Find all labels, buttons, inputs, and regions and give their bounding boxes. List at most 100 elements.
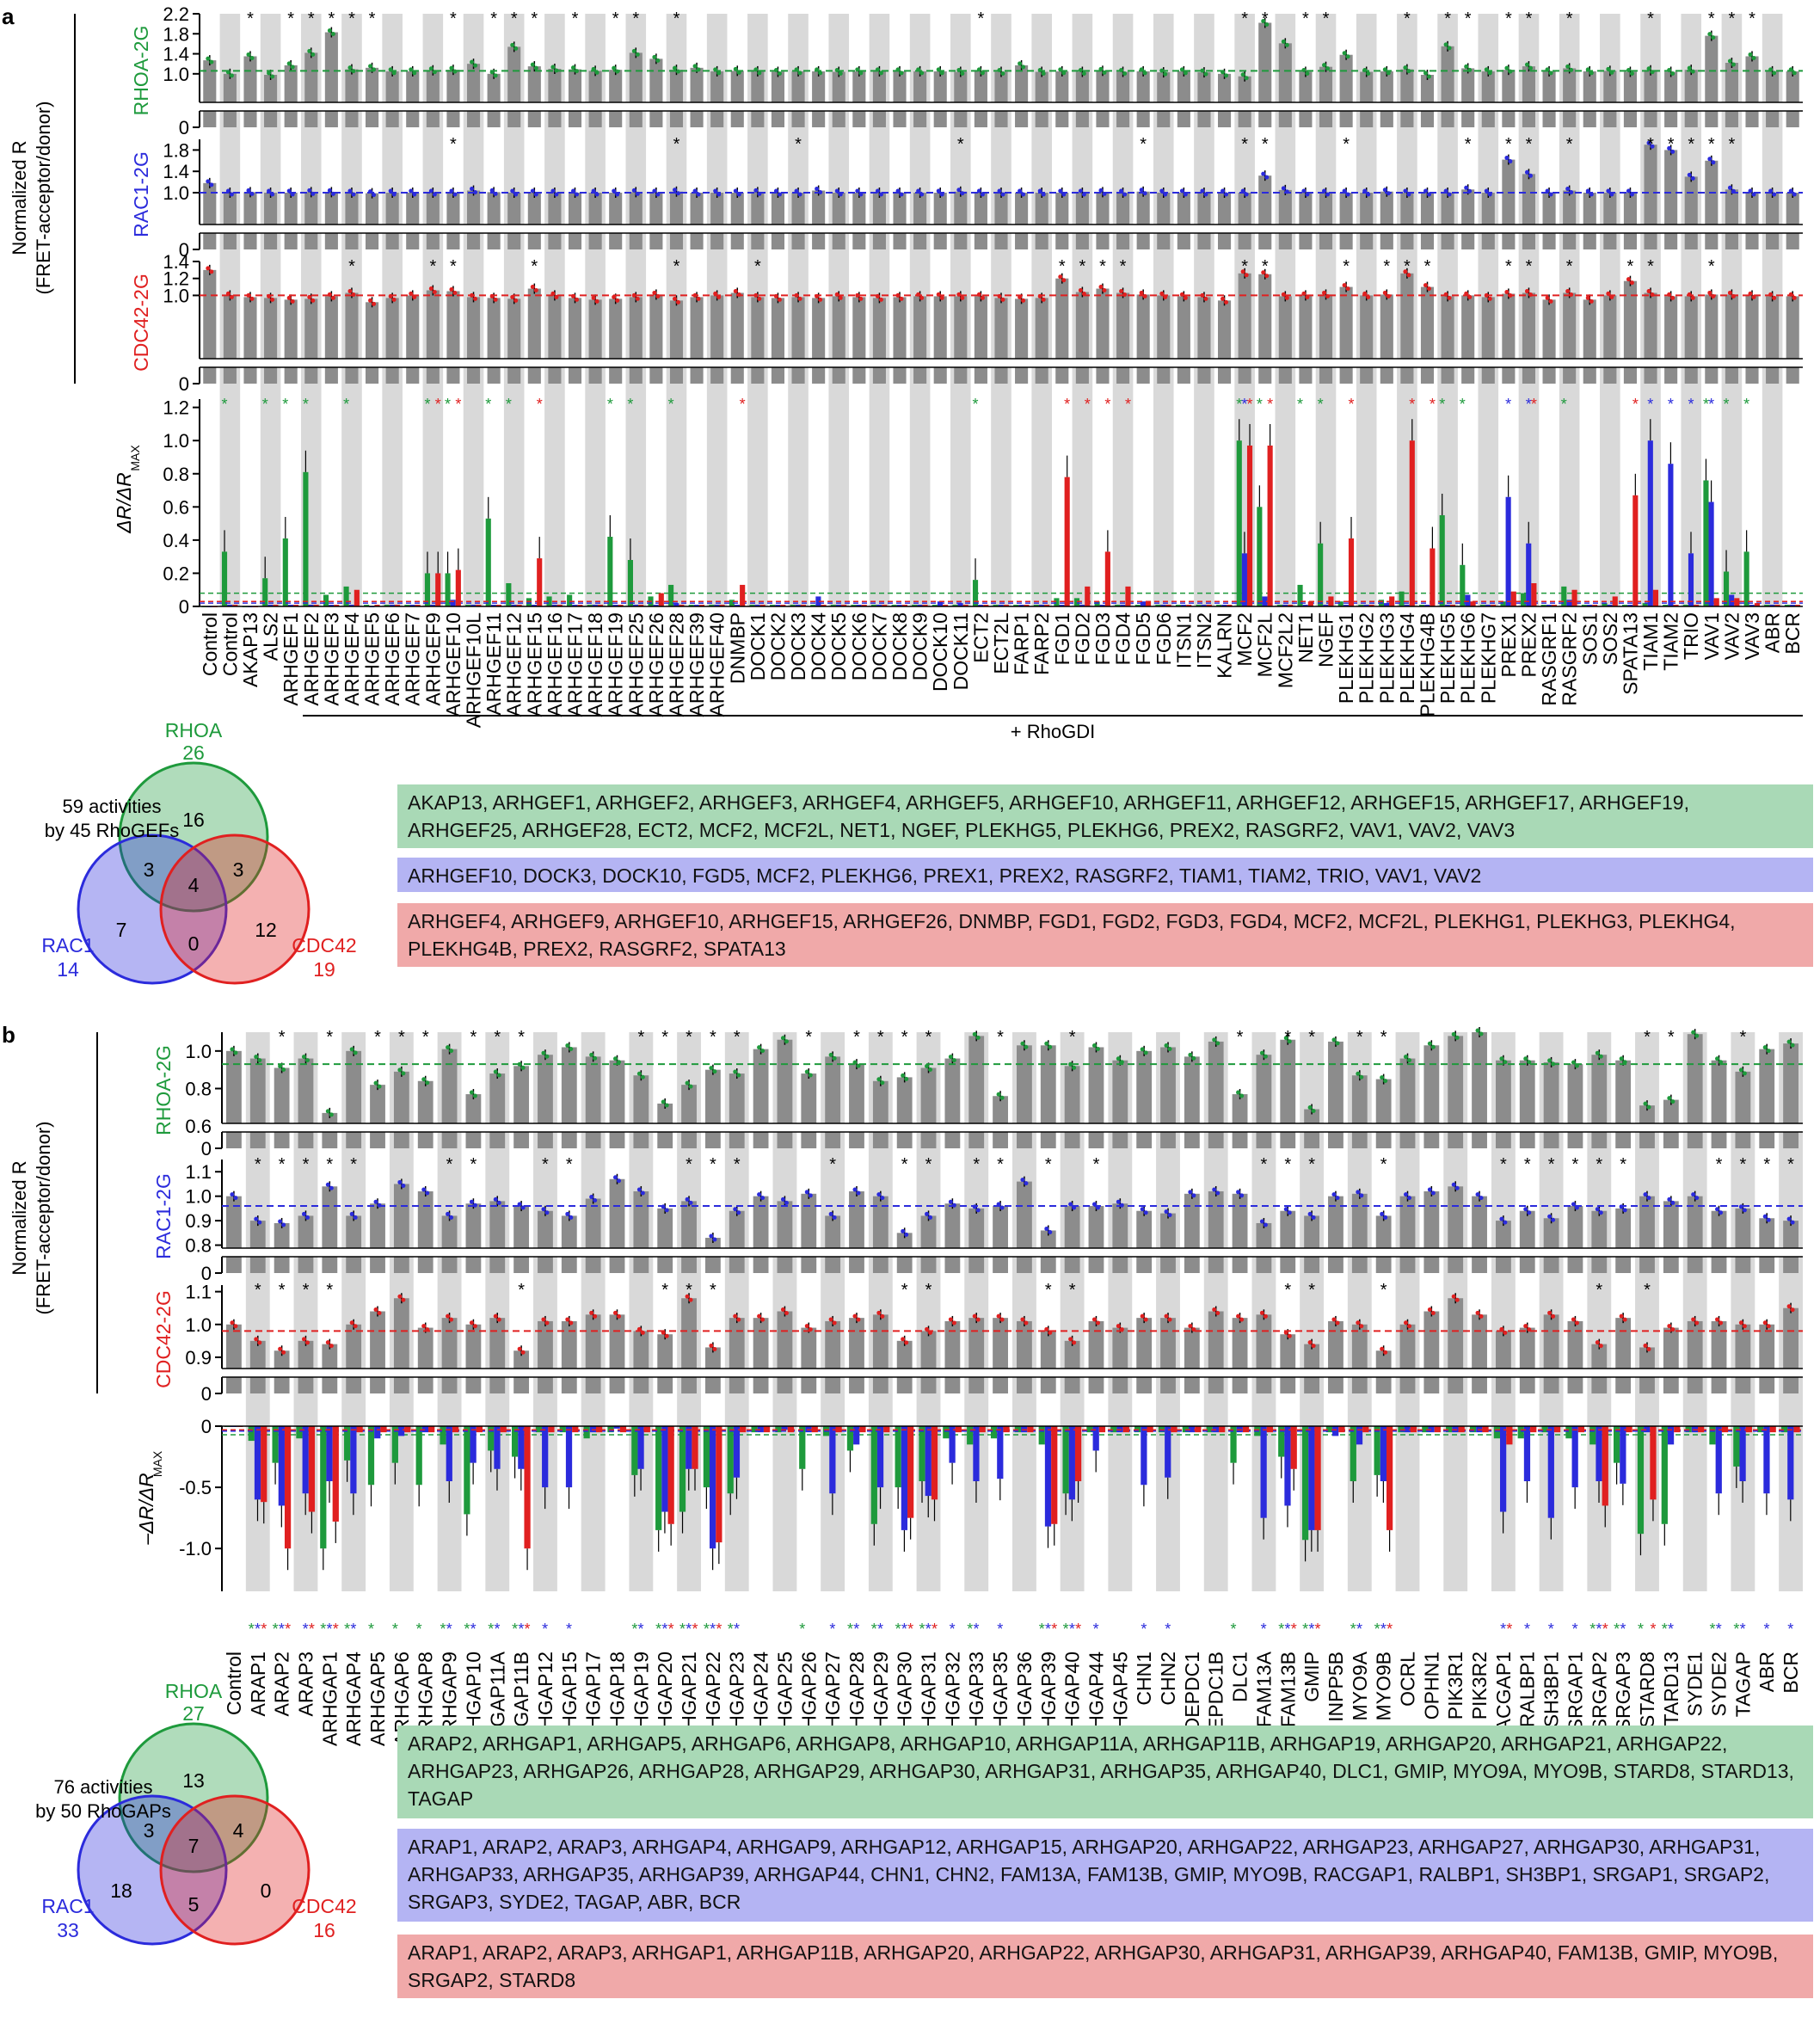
delta-star-green: * — [262, 396, 268, 413]
data-point — [1464, 185, 1469, 190]
delta-bar-green — [445, 573, 451, 606]
bar-b-rhoa-2g — [513, 1066, 530, 1148]
data-point — [589, 1052, 594, 1057]
delta-star-red: * — [1650, 1621, 1656, 1638]
bar-b-rac1-2g — [1687, 1196, 1703, 1273]
bar-a-cdc42-2g — [1217, 300, 1232, 384]
delta-bar-green — [1784, 605, 1790, 606]
data-point — [1143, 1317, 1148, 1322]
bar-b-rhoa-2g — [1543, 1061, 1559, 1148]
delta-bar-red — [284, 1426, 292, 1549]
delta-bar-green — [727, 1426, 734, 1494]
data-point — [757, 1313, 762, 1319]
delta-star-green: * — [440, 1621, 446, 1638]
delta-bar-green — [1013, 605, 1019, 606]
data-point — [1322, 63, 1327, 68]
data-point — [692, 64, 698, 69]
data-point — [489, 188, 495, 193]
category-label: DLC1 — [1229, 1652, 1251, 1702]
delta-bar-green — [870, 605, 877, 606]
bar-a-rhoa-2g — [669, 70, 684, 127]
data-point — [1068, 1202, 1073, 1207]
data-point — [1715, 1207, 1720, 1212]
y-tick-label: 1.0 — [185, 1041, 212, 1062]
delta-bar-green — [511, 1426, 519, 1457]
bar-a-rhoa-2g — [568, 69, 582, 127]
data-point — [349, 1211, 354, 1216]
delta-bar-blue — [1141, 1426, 1147, 1486]
significance-star: * — [1566, 9, 1573, 28]
delta-star-red: * — [435, 396, 441, 413]
significance-star: * — [1323, 9, 1330, 28]
delta-star-blue: * — [1308, 1621, 1314, 1638]
significance-star: * — [1120, 257, 1127, 276]
data-point — [1000, 297, 1005, 302]
data-point — [1188, 1190, 1193, 1195]
data-point — [832, 1215, 837, 1220]
bar-a-rac1-2g — [1136, 191, 1150, 249]
delta-bar-blue — [876, 1426, 884, 1488]
bar-b-rhoa-2g — [825, 1056, 841, 1148]
bar-b-rac1-2g — [609, 1178, 625, 1273]
significance-star: * — [446, 1155, 453, 1174]
bar-a-cdc42-2g — [548, 295, 562, 384]
significance-star: * — [1787, 1155, 1794, 1174]
delta-star-blue: * — [1596, 1621, 1602, 1638]
data-point — [1259, 1050, 1264, 1055]
data-point — [1646, 1346, 1651, 1351]
delta-bar-blue — [1596, 1426, 1602, 1481]
data-point — [1504, 289, 1509, 294]
data-point — [1383, 1215, 1388, 1220]
delta-star-blue: * — [1505, 396, 1511, 413]
data-point — [709, 1343, 714, 1348]
data-point — [736, 1317, 741, 1322]
delta-bar-green — [1521, 593, 1527, 606]
delta-bar-red — [1698, 1426, 1705, 1433]
data-point — [688, 1084, 693, 1089]
data-point — [1188, 1324, 1193, 1329]
venn-rhoa-rac1: 3 — [144, 1819, 155, 1842]
venn-circle-cdc42 — [159, 1794, 311, 1946]
data-point — [1407, 1324, 1411, 1329]
bar-b-rac1-2g — [1064, 1206, 1080, 1273]
bar-a-rhoa-2g — [1055, 71, 1069, 127]
delta-bar-red — [1470, 601, 1476, 606]
delta-bar-green — [919, 1426, 925, 1481]
data-point — [412, 71, 417, 76]
bar-b-cdc42-2g — [1567, 1320, 1583, 1393]
data-point — [1305, 71, 1310, 76]
delta-star-green: * — [485, 396, 491, 413]
data-point — [1044, 1226, 1049, 1231]
delta-bar-red — [455, 569, 461, 606]
significance-star: * — [1424, 257, 1431, 276]
data-point — [1215, 1041, 1221, 1046]
delta-bar-blue — [348, 605, 354, 606]
data-point — [928, 1215, 933, 1220]
data-point — [996, 1313, 1001, 1319]
data-point — [1527, 1060, 1532, 1065]
delta-bar-blue — [856, 605, 862, 606]
data-point — [664, 1333, 669, 1338]
delta-star-red: * — [1315, 1621, 1321, 1638]
bar-b-rhoa-2g — [538, 1055, 553, 1148]
significance-star: * — [490, 9, 497, 28]
delta-bar-red — [740, 584, 746, 606]
data-point — [617, 1060, 621, 1065]
data-point — [469, 1320, 474, 1326]
category-label: MCF2 — [1233, 612, 1256, 667]
bar-b-cdc42-2g — [777, 1311, 793, 1393]
bar-b-cdc42-2g — [346, 1324, 362, 1393]
bar-a-rhoa-2g — [1360, 71, 1374, 127]
delta-bar-blue — [632, 605, 639, 606]
bar-b-cdc42-2g — [1136, 1318, 1153, 1393]
delta-bar-blue — [1343, 605, 1349, 606]
delta-bar-green — [1236, 440, 1242, 606]
category-label: MCF2L2 — [1274, 612, 1296, 688]
data-point — [712, 1069, 717, 1074]
category-label: FGD3 — [1091, 612, 1114, 665]
data-point — [688, 1297, 693, 1302]
bar-b-rhoa-2g — [609, 1060, 625, 1148]
data-point — [1475, 1028, 1480, 1033]
delta-star-blue: * — [1787, 1621, 1793, 1638]
delta-bar-red — [983, 605, 989, 606]
